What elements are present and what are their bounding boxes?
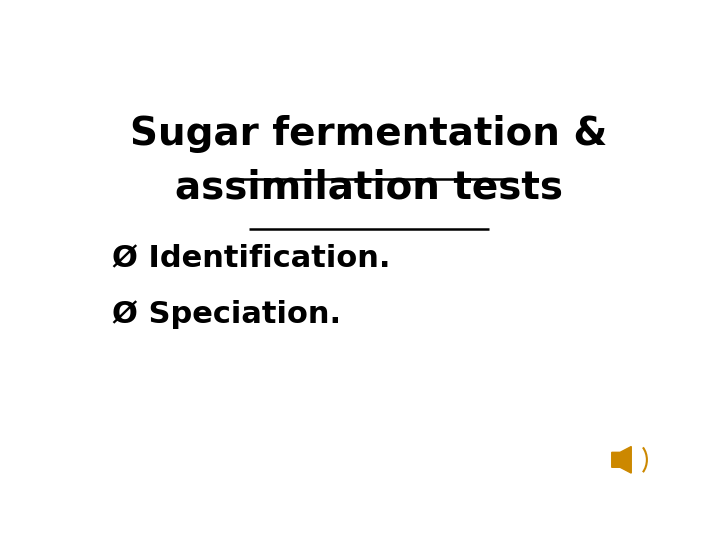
Text: Ø Identification.: Ø Identification.	[112, 244, 391, 273]
Polygon shape	[612, 447, 631, 473]
Text: assimilation tests: assimilation tests	[175, 168, 563, 207]
Text: Sugar fermentation &: Sugar fermentation &	[130, 114, 608, 153]
Text: Ø Speciation.: Ø Speciation.	[112, 300, 341, 329]
